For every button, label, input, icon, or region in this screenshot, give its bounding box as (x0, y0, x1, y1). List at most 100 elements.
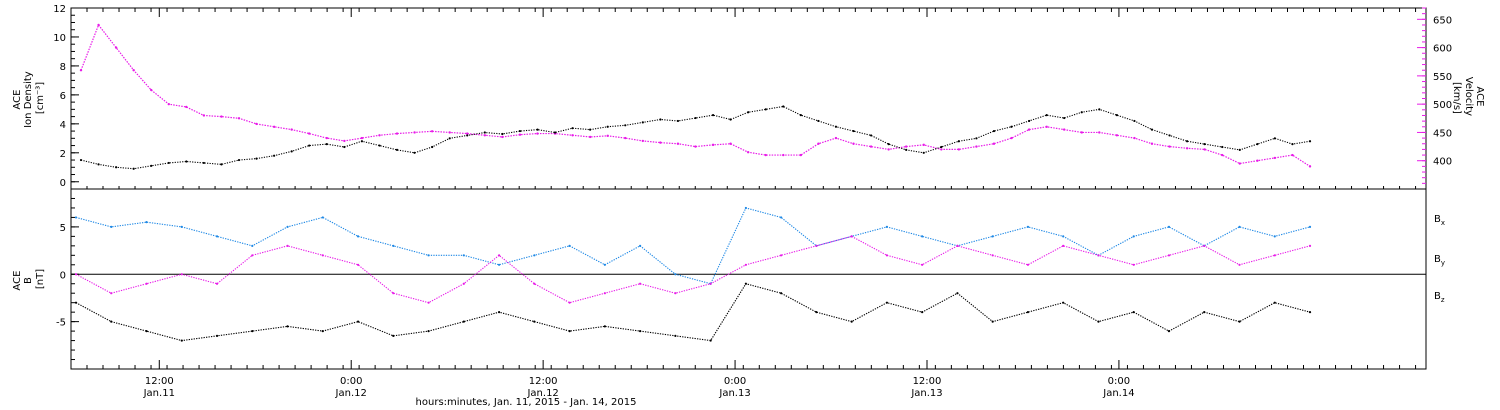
velocity-point (378, 134, 381, 137)
x-tick-sublabel: Jan.13 (910, 388, 942, 399)
density-point (747, 111, 750, 114)
bfield-point (1167, 225, 1171, 228)
bfield-point (145, 330, 148, 333)
bfield-point (639, 330, 642, 333)
density-point (1308, 140, 1312, 143)
bfield-point (427, 254, 430, 257)
velocity-point (1045, 125, 1048, 128)
bfield-point (744, 263, 747, 266)
bfield-point (744, 282, 747, 285)
density-point (115, 166, 118, 169)
velocity-point (904, 145, 908, 148)
top-left-tick-label: 10 (53, 33, 66, 44)
velocity-point (922, 143, 925, 147)
velocity-point (729, 142, 732, 145)
velocity-point (852, 142, 855, 145)
bfield-point (110, 225, 113, 228)
top-panel-frame (70, 7, 1427, 190)
bfield-point (921, 263, 924, 266)
top-right-ylabel: ACE Velocity [km/s] (1451, 77, 1485, 119)
velocity-point (1273, 156, 1277, 160)
bfield-point (286, 244, 289, 247)
velocity-point (1185, 147, 1189, 150)
density-point (1010, 125, 1013, 128)
x-tick-label: 0:00 (1108, 376, 1130, 387)
bfield-point (533, 282, 536, 285)
bfield-point (603, 263, 606, 266)
density-point (676, 119, 680, 123)
velocity-point (764, 153, 767, 157)
top-panel: 0 2 4 6 8 10 12 400 450 500 550 600 650 ACE Ion Den… (12, 4, 1485, 190)
bfield-point (1026, 263, 1030, 266)
density-point (1150, 128, 1154, 131)
bfield-point (215, 235, 219, 238)
density-point (343, 145, 346, 149)
velocity-point (536, 132, 539, 135)
velocity-point (1063, 128, 1066, 131)
velocity-point (343, 139, 346, 143)
density-point (237, 158, 241, 162)
bfield-point (639, 244, 642, 247)
density-point (711, 114, 715, 117)
velocity-point (413, 131, 416, 134)
density-point (255, 157, 258, 160)
bfield-point (1097, 320, 1100, 323)
density-point (79, 158, 83, 162)
density-point (817, 119, 820, 123)
velocity-point (606, 134, 609, 138)
bfield-point (568, 330, 571, 333)
bfield-point (991, 320, 994, 323)
bfield-point (1203, 244, 1206, 247)
velocity-point (817, 142, 820, 145)
bfield-point (286, 325, 289, 328)
top-right-tick-label: 500 (1433, 100, 1452, 111)
density-point (501, 132, 504, 136)
top-left-tick-label: 6 (60, 91, 66, 102)
density-point (659, 118, 662, 121)
bfield-point (568, 244, 571, 247)
velocity-point (940, 148, 943, 151)
top-left-tick-label: 12 (53, 4, 66, 15)
bfield-point (321, 330, 324, 333)
density-point (589, 128, 592, 131)
bottom-left-tick-label: 0 (60, 270, 66, 281)
bfield-point (286, 225, 289, 228)
velocity-point (97, 23, 100, 27)
velocity-point (782, 153, 785, 157)
density-point (290, 150, 293, 153)
bfield-point (251, 254, 254, 257)
density-point (1027, 119, 1031, 123)
bfield-point (110, 292, 113, 295)
velocity-point (834, 136, 838, 140)
density-point (887, 143, 890, 146)
bfield-point (392, 244, 395, 247)
bfield-point (991, 254, 994, 257)
bfield-point (780, 254, 783, 257)
bfield-point (885, 254, 889, 257)
top-right-tick-label: 450 (1433, 128, 1452, 139)
velocity-point (150, 88, 153, 92)
density-point (852, 129, 855, 133)
velocity-point (746, 151, 750, 154)
x-tick-sublabel: Jan.12 (335, 388, 367, 399)
legend-entry: Bz (1434, 291, 1445, 304)
velocity-point (1308, 165, 1312, 168)
bfield-point (145, 221, 148, 224)
top-right-tick-label: 400 (1433, 157, 1452, 168)
velocity-point (1098, 131, 1101, 134)
velocity-point (1027, 128, 1031, 131)
density-point (1115, 114, 1118, 117)
density-point (1133, 119, 1136, 123)
legend-entry-subscript: z (1441, 296, 1445, 304)
density-point (957, 140, 960, 143)
x-tick-label: 0:00 (724, 376, 746, 387)
velocity-point (430, 130, 434, 133)
velocity-point (79, 69, 83, 72)
velocity-point (1150, 142, 1154, 145)
density-point (624, 124, 627, 127)
density-point (1291, 143, 1294, 146)
bfield-point (709, 282, 712, 285)
density-point (536, 128, 539, 131)
bfield-point (251, 244, 254, 247)
top-left-axis: 0 2 4 6 8 10 12 (53, 4, 79, 189)
